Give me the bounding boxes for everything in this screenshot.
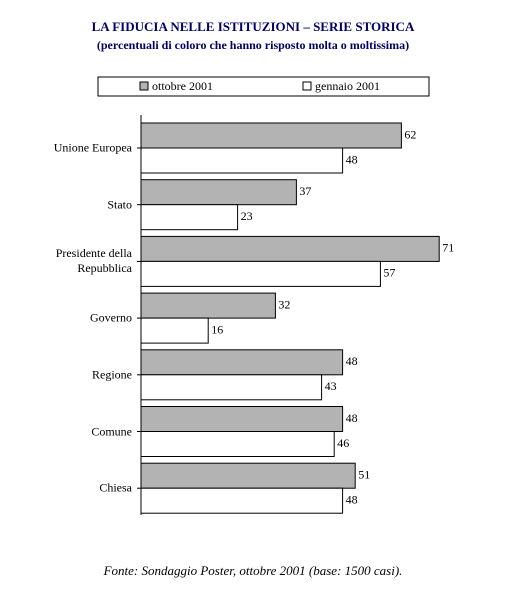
bar [140,204,239,231]
bar [140,349,344,376]
bar [140,122,402,149]
legend-swatch [139,81,149,91]
bar [140,431,335,457]
bar [140,292,276,319]
legend-swatch [302,81,312,91]
bar [140,374,323,401]
value-label: 37 [299,184,311,198]
bar [140,260,381,287]
value-label: 57 [383,266,395,280]
legend-label: gennaio 2001 [315,79,380,93]
value-label: 48 [346,152,358,166]
value-label: 48 [346,411,358,425]
bar [140,147,344,174]
value-label: 48 [346,354,358,368]
bar [140,462,356,489]
value-label: 23 [241,209,253,223]
value-label: 62 [404,127,416,141]
value-label: 43 [325,379,337,393]
value-label: 51 [358,467,370,481]
bar [140,235,440,262]
category-label: Regione [92,367,132,382]
source-note: Fonte: Sondaggio Poster, ottobre 2001 (b… [103,563,403,578]
value-label: 71 [442,241,454,255]
category-label: Unione Europea [53,140,132,155]
chart-title: LA FIDUCIA NELLE ISTITUZIONI – SERIE STO… [92,19,415,34]
legend-box [97,76,430,97]
category-label: Comune [91,424,132,438]
value-label: 48 [346,492,358,506]
bar [140,179,297,206]
category-label: Governo [90,310,132,325]
value-label: 46 [337,436,349,450]
bar [140,406,344,432]
chart-subtitle: (percentuali di coloro che hanno rispost… [97,38,409,52]
category-label: Chiesa [99,480,132,495]
category-label: Presidente della Repubblica [55,246,132,276]
value-label: 32 [278,297,290,311]
bar [140,317,209,344]
legend-label: ottobre 2001 [152,79,213,93]
value-label: 16 [211,322,223,336]
category-label: Stato [107,197,132,212]
bar [140,487,344,514]
